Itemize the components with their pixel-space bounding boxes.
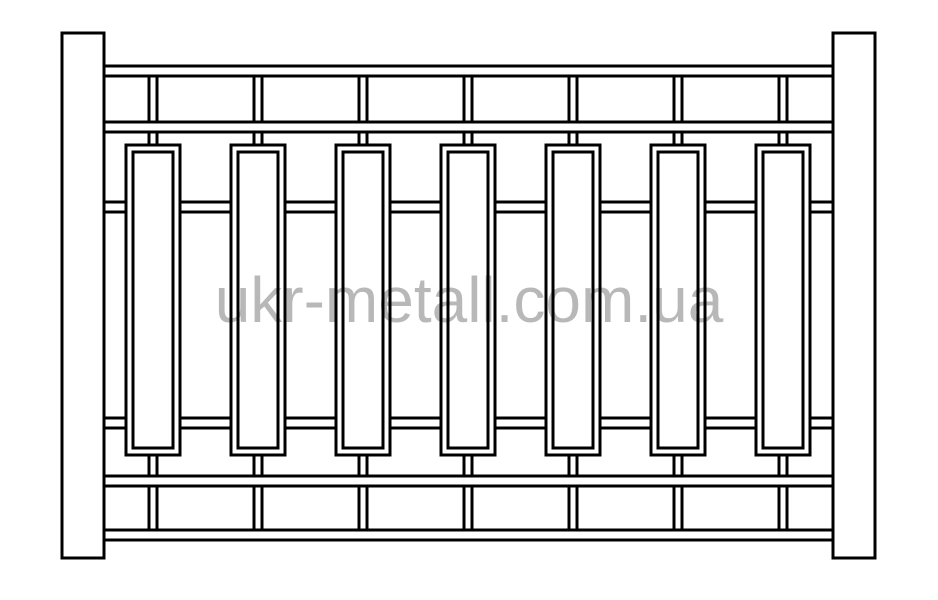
- rail: [104, 122, 833, 132]
- panel-inner: [658, 152, 698, 448]
- panel-inner: [133, 152, 173, 448]
- panels-group: [126, 145, 810, 455]
- rail: [104, 530, 833, 540]
- right-post: [833, 33, 875, 558]
- panel-inner: [343, 152, 383, 448]
- panel-inner: [448, 152, 488, 448]
- rail: [104, 66, 833, 76]
- rail: [104, 476, 833, 486]
- panel-inner: [553, 152, 593, 448]
- fence-diagram: [0, 0, 938, 600]
- panel-inner: [238, 152, 278, 448]
- left-post: [62, 33, 104, 558]
- panel-inner: [763, 152, 803, 448]
